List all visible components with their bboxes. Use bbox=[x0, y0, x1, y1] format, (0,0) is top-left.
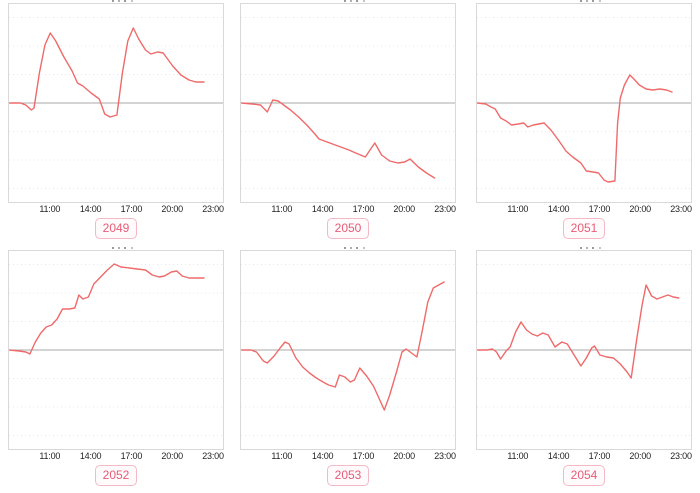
x-tick-label: 20:00 bbox=[629, 451, 651, 461]
x-tick-label: 23:00 bbox=[670, 451, 692, 461]
x-tick-label: 20:00 bbox=[393, 451, 415, 461]
chart-badge[interactable]: 2051 bbox=[562, 218, 606, 239]
x-axis: 11:00 14:00 17:00 20:00 23:00 bbox=[240, 204, 456, 216]
chart-canvas bbox=[9, 17, 223, 189]
clipped-chart-title bbox=[112, 247, 114, 249]
chart-badge[interactable]: 2049 bbox=[94, 218, 138, 239]
x-tick-label: 11:00 bbox=[271, 451, 293, 461]
clipped-chart-title bbox=[112, 0, 114, 2]
chart-badge[interactable]: 2052 bbox=[94, 465, 138, 486]
line-chart-plot bbox=[476, 250, 692, 450]
line-chart-plot bbox=[8, 3, 224, 203]
x-tick-label: 14:00 bbox=[547, 451, 570, 461]
x-tick-label: 14:00 bbox=[79, 451, 102, 461]
x-tick-label: 23:00 bbox=[202, 451, 224, 461]
x-tick-label: 11:00 bbox=[507, 204, 529, 214]
x-tick-label: 20:00 bbox=[161, 451, 183, 461]
series-line bbox=[241, 99, 436, 179]
chart-cell: 11:00 14:00 17:00 20:00 23:00 2050 bbox=[240, 0, 456, 246]
x-tick-label: 11:00 bbox=[39, 451, 61, 461]
x-tick-label: 23:00 bbox=[434, 451, 456, 461]
x-tick-label: 17:00 bbox=[120, 451, 143, 461]
chart-canvas bbox=[477, 17, 691, 189]
chart-canvas bbox=[241, 264, 455, 436]
x-axis: 11:00 14:00 17:00 20:00 23:00 bbox=[476, 204, 692, 216]
x-tick-label: 17:00 bbox=[588, 451, 611, 461]
series-line bbox=[477, 74, 673, 183]
clipped-chart-title bbox=[344, 247, 346, 249]
x-tick-label: 20:00 bbox=[629, 204, 651, 214]
x-tick-label: 23:00 bbox=[670, 204, 692, 214]
x-tick-label: 17:00 bbox=[352, 451, 375, 461]
x-tick-label: 14:00 bbox=[79, 204, 102, 214]
x-tick-label: 17:00 bbox=[120, 204, 143, 214]
chart-canvas bbox=[477, 264, 691, 436]
series-line bbox=[477, 284, 680, 379]
chart-cell: 11:00 14:00 17:00 20:00 23:00 2052 bbox=[8, 247, 224, 493]
clipped-chart-title bbox=[344, 0, 346, 2]
x-tick-label: 17:00 bbox=[588, 204, 611, 214]
chart-badge[interactable]: 2050 bbox=[326, 218, 370, 239]
series-line bbox=[241, 281, 445, 411]
chart-badge[interactable]: 2054 bbox=[562, 465, 606, 486]
x-tick-label: 11:00 bbox=[271, 204, 293, 214]
x-tick-label: 20:00 bbox=[393, 204, 415, 214]
x-axis: 11:00 14:00 17:00 20:00 23:00 bbox=[8, 451, 224, 463]
x-tick-label: 17:00 bbox=[352, 204, 375, 214]
x-tick-label: 23:00 bbox=[434, 204, 456, 214]
x-tick-label: 14:00 bbox=[311, 204, 334, 214]
clipped-chart-title bbox=[580, 0, 582, 2]
chart-cell: 11:00 14:00 17:00 20:00 23:00 2051 bbox=[476, 0, 692, 246]
x-tick-label: 11:00 bbox=[39, 204, 61, 214]
x-axis: 11:00 14:00 17:00 20:00 23:00 bbox=[240, 451, 456, 463]
chart-canvas bbox=[241, 17, 455, 189]
chart-canvas bbox=[9, 263, 223, 436]
line-chart-plot bbox=[240, 3, 456, 203]
chart-cell: 11:00 14:00 17:00 20:00 23:00 2054 bbox=[476, 247, 692, 493]
x-tick-label: 11:00 bbox=[507, 451, 529, 461]
x-tick-label: 14:00 bbox=[547, 204, 570, 214]
x-axis: 11:00 14:00 17:00 20:00 23:00 bbox=[476, 451, 692, 463]
line-chart-plot bbox=[8, 250, 224, 450]
line-chart-plot bbox=[240, 250, 456, 450]
x-tick-label: 20:00 bbox=[161, 204, 183, 214]
x-tick-label: 14:00 bbox=[311, 451, 334, 461]
line-chart-plot bbox=[476, 3, 692, 203]
x-tick-label: 23:00 bbox=[202, 204, 224, 214]
series-line bbox=[9, 263, 205, 355]
series-line bbox=[9, 27, 205, 118]
chart-cell: 11:00 14:00 17:00 20:00 23:00 2049 bbox=[8, 0, 224, 246]
clipped-chart-title bbox=[580, 247, 582, 249]
x-axis: 11:00 14:00 17:00 20:00 23:00 bbox=[8, 204, 224, 216]
chart-badge[interactable]: 2053 bbox=[326, 465, 370, 486]
chart-cell: 11:00 14:00 17:00 20:00 23:00 2053 bbox=[240, 247, 456, 493]
